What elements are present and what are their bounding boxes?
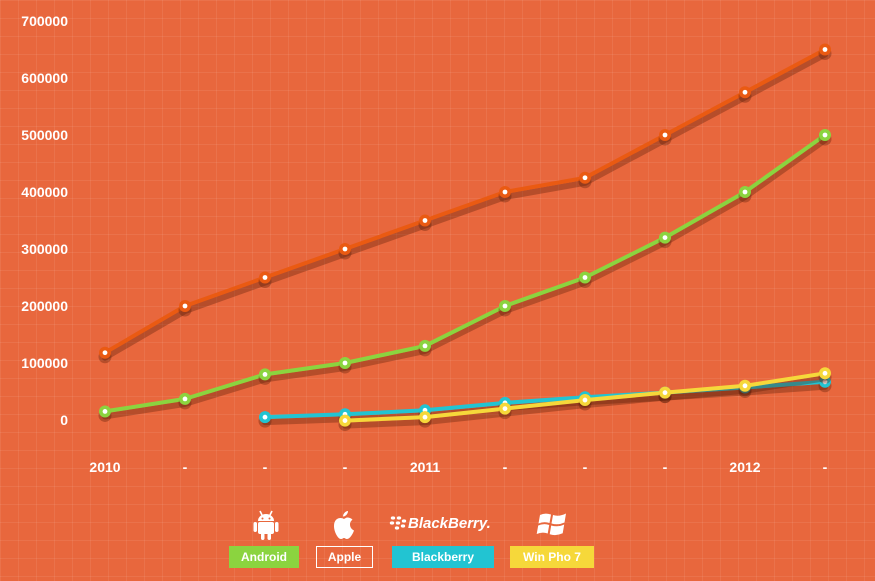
series-shadow-android bbox=[102, 51, 828, 361]
data-point-center bbox=[822, 370, 828, 376]
series-shadow-android bbox=[102, 137, 828, 420]
data-point-center bbox=[102, 350, 108, 356]
data-point-center bbox=[822, 132, 828, 138]
x-tick-label: - bbox=[183, 459, 188, 475]
apple-icon bbox=[334, 511, 354, 539]
x-tick-label: 2010 bbox=[89, 459, 120, 475]
data-point-center bbox=[582, 175, 588, 181]
y-tick-label: 700000 bbox=[21, 13, 68, 29]
y-tick-label: 0 bbox=[60, 412, 68, 428]
y-tick-label: 600000 bbox=[21, 70, 68, 86]
data-point-center bbox=[502, 406, 508, 411]
data-point-center bbox=[822, 379, 828, 385]
data-point-center bbox=[182, 396, 188, 402]
data-point-center bbox=[742, 383, 748, 389]
data-point-center bbox=[342, 360, 348, 366]
data-point-center bbox=[502, 189, 508, 195]
chart-legend: Android Apple BlackBerry. bbox=[0, 503, 875, 581]
data-point-center bbox=[582, 397, 588, 403]
data-point-center bbox=[742, 89, 748, 95]
series-line-android bbox=[103, 133, 827, 414]
x-tick-label: - bbox=[343, 459, 348, 475]
data-point-center bbox=[102, 409, 108, 414]
data-point-center bbox=[662, 132, 668, 138]
y-tick-label: 500000 bbox=[21, 127, 68, 143]
x-tick-label: - bbox=[503, 459, 508, 475]
x-tick-label: - bbox=[663, 459, 668, 475]
blackberry-icon: BlackBerry. bbox=[389, 515, 491, 532]
data-point-center bbox=[262, 275, 268, 280]
data-point-center bbox=[342, 246, 348, 252]
x-tick-label: - bbox=[263, 459, 268, 475]
windows-icon bbox=[536, 513, 566, 536]
data-point-center bbox=[342, 418, 348, 423]
data-point-center bbox=[582, 275, 588, 280]
y-tick-label: 400000 bbox=[21, 184, 68, 200]
x-tick-label: 2011 bbox=[410, 459, 441, 475]
data-point-center bbox=[822, 47, 828, 52]
data-point-center bbox=[262, 414, 268, 420]
x-tick-label: - bbox=[583, 459, 588, 475]
data-point-center bbox=[422, 414, 428, 420]
y-tick-label: 100000 bbox=[21, 355, 68, 371]
data-point-center bbox=[742, 189, 748, 195]
legend-label-blackberry: Blackberry bbox=[392, 546, 494, 568]
data-point-center bbox=[662, 235, 668, 241]
blackberry-logo-text: BlackBerry. bbox=[408, 515, 491, 532]
x-tick-label: 2012 bbox=[729, 459, 760, 475]
line-chart: 700000 600000 500000 400000 300000 200000 1000… bbox=[21, 13, 832, 475]
data-point-center bbox=[662, 390, 668, 396]
data-point-center bbox=[502, 303, 508, 309]
data-point-center bbox=[182, 303, 188, 309]
data-point-center bbox=[422, 343, 428, 349]
legend-label-win-pho-7: Win Pho 7 bbox=[510, 546, 594, 568]
x-tick-label: - bbox=[823, 459, 828, 475]
legend-label-apple: Apple bbox=[316, 546, 373, 568]
legend-label-android: Android bbox=[229, 546, 299, 568]
y-tick-label: 300000 bbox=[21, 241, 68, 257]
y-tick-label: 200000 bbox=[21, 298, 68, 314]
data-point-center bbox=[262, 372, 268, 377]
android-icon bbox=[253, 510, 279, 540]
series-line-android bbox=[103, 47, 827, 355]
data-point-center bbox=[422, 218, 428, 223]
